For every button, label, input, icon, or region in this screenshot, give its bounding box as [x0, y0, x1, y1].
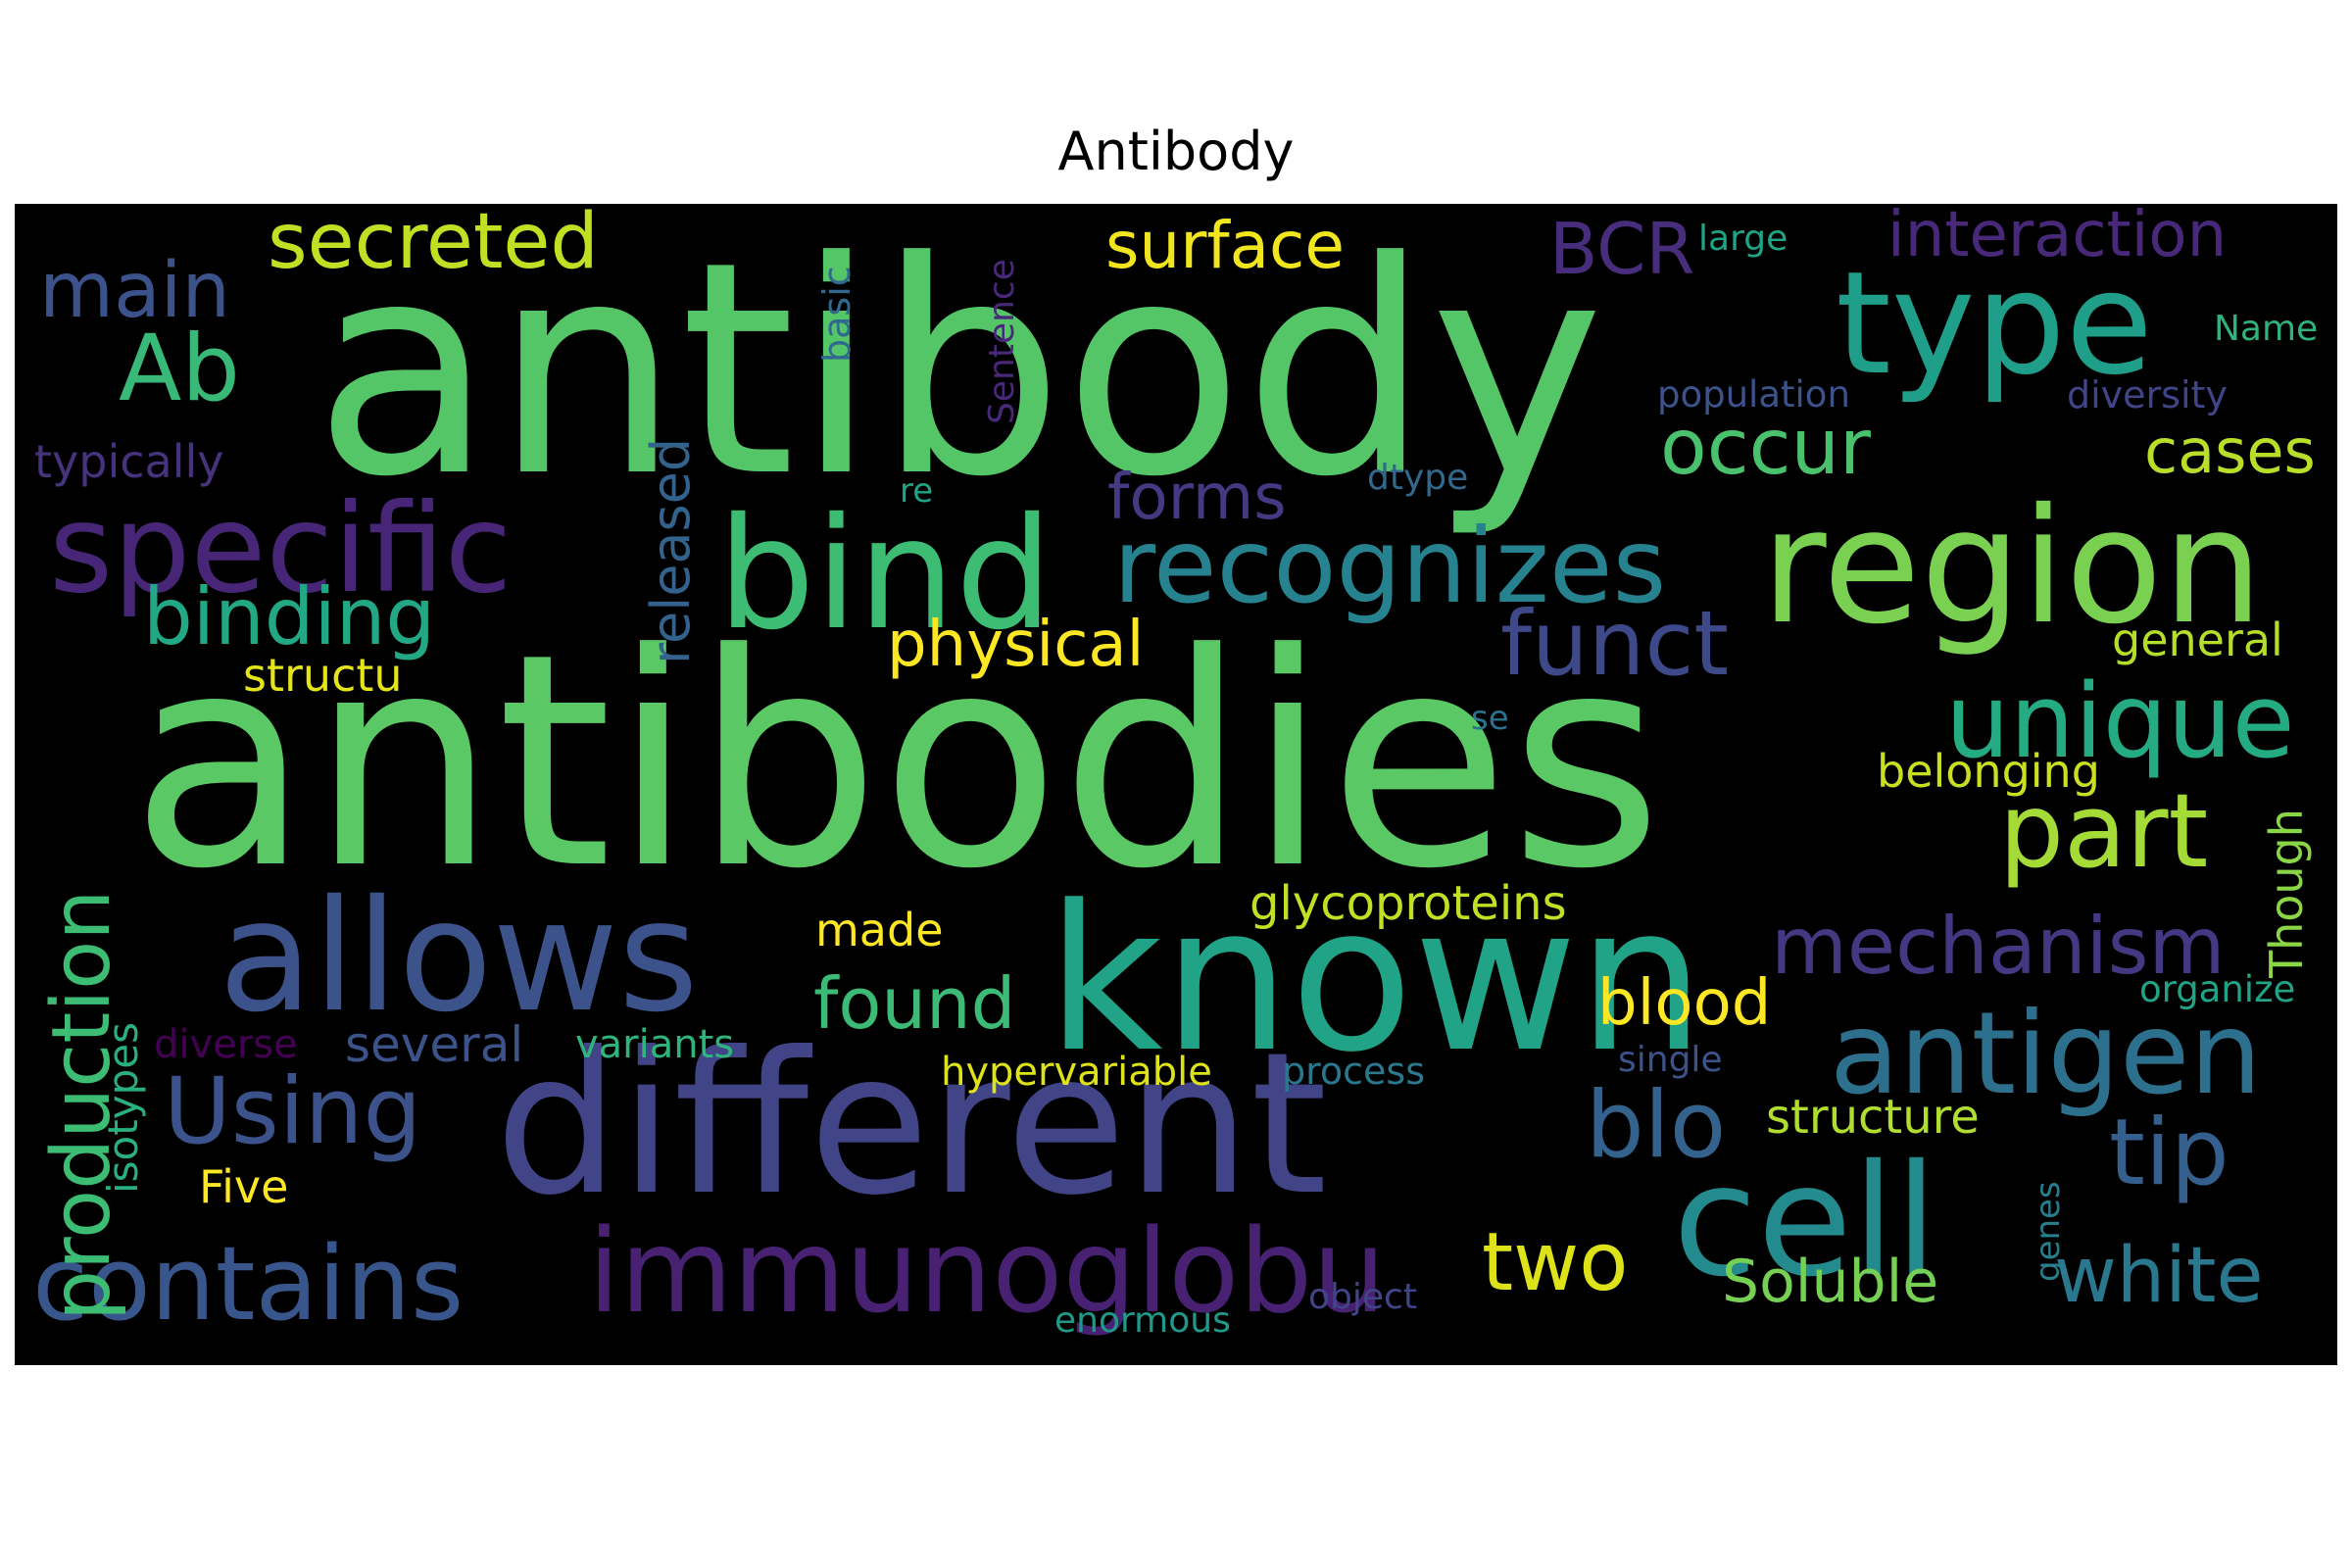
- word-variants: variants: [575, 1022, 735, 1067]
- word-tip: tip: [2109, 1100, 2230, 1206]
- word-released: released: [640, 437, 702, 664]
- word-type: type: [1836, 241, 2153, 407]
- word-antibody: antibody: [314, 204, 1604, 541]
- word-found: found: [813, 962, 1016, 1045]
- word-process: process: [1282, 1050, 1426, 1093]
- word-cases: cases: [2144, 416, 2316, 487]
- word-mechanism: mechanism: [1771, 901, 2226, 992]
- word-antigen: antigen: [1830, 988, 2262, 1120]
- word-typically: typically: [34, 435, 224, 488]
- word-binding: binding: [143, 571, 436, 662]
- word-hypervariable: hypervariable: [941, 1050, 1212, 1095]
- word-structure: structure: [1766, 1090, 1980, 1145]
- word-five: Five: [199, 1160, 289, 1213]
- word-sentence: Sentence: [982, 259, 1022, 424]
- word-blo: blo: [1586, 1072, 1727, 1179]
- word-large: large: [1698, 219, 1788, 259]
- word-antibodies: antibodies: [130, 591, 1663, 933]
- word-main: main: [39, 247, 230, 335]
- word-surface: surface: [1105, 208, 1345, 283]
- word-bind: bind: [717, 485, 1054, 664]
- word-cell: cell: [1673, 1132, 1938, 1311]
- word-contains: contains: [32, 1224, 465, 1344]
- word-basic: basic: [815, 266, 858, 363]
- word-re: re: [900, 471, 934, 511]
- word-allows: allows: [219, 867, 699, 1047]
- word-forms: forms: [1107, 462, 1287, 534]
- word-two: two: [1482, 1216, 1629, 1309]
- word-secreted: secreted: [268, 204, 599, 286]
- word-name: Name: [2214, 309, 2319, 349]
- word-several: several: [345, 1016, 524, 1073]
- word-immunoglobu: immunoglobu: [588, 1203, 1387, 1339]
- figure-title: Antibody: [1057, 121, 1295, 182]
- word-se: se: [1471, 699, 1509, 738]
- word-diverse: diverse: [154, 1022, 298, 1067]
- word-known: known: [1047, 863, 1705, 1097]
- word-population: population: [1657, 373, 1850, 416]
- word-white: white: [2054, 1232, 2264, 1320]
- word-isotypes: isotypes: [99, 1022, 147, 1194]
- word-part: part: [1999, 771, 2209, 891]
- word-structu: structu: [243, 649, 403, 702]
- word-specific: specific: [49, 478, 513, 620]
- word-dtype: dtype: [1367, 458, 1469, 498]
- word-glycoproteins: glycoproteins: [1250, 876, 1567, 931]
- word-diversity: diversity: [2067, 373, 2228, 416]
- word-general: general: [2112, 613, 2283, 666]
- word-ab: Ab: [119, 316, 240, 422]
- word-funct: funct: [1500, 593, 1730, 696]
- word-region: region: [1761, 475, 2264, 660]
- word-object: object: [1308, 1277, 1417, 1317]
- word-single: single: [1618, 1040, 1723, 1080]
- word-made: made: [815, 904, 944, 956]
- word-genes: genes: [2029, 1181, 2068, 1282]
- word-recognizes: recognizes: [1113, 507, 1667, 626]
- word-occur: occur: [1660, 404, 1871, 492]
- word-blood: blood: [1597, 967, 1772, 1040]
- word-physical: physical: [887, 609, 1145, 681]
- word-interaction: interaction: [1887, 204, 2228, 271]
- word-organize: organize: [2139, 968, 2296, 1010]
- word-soluble: Soluble: [1722, 1248, 1939, 1316]
- word-bcr: BCR: [1549, 208, 1695, 290]
- word-though: Though: [2260, 808, 2313, 978]
- word-cloud: antibody antibodies different known regi…: [15, 204, 2337, 1365]
- word-belonging: belonging: [1877, 745, 2100, 798]
- word-unique: unique: [1945, 662, 2295, 781]
- word-enormous: enormous: [1054, 1300, 1231, 1341]
- word-different: different: [495, 1010, 1328, 1239]
- word-using: Using: [164, 1058, 422, 1165]
